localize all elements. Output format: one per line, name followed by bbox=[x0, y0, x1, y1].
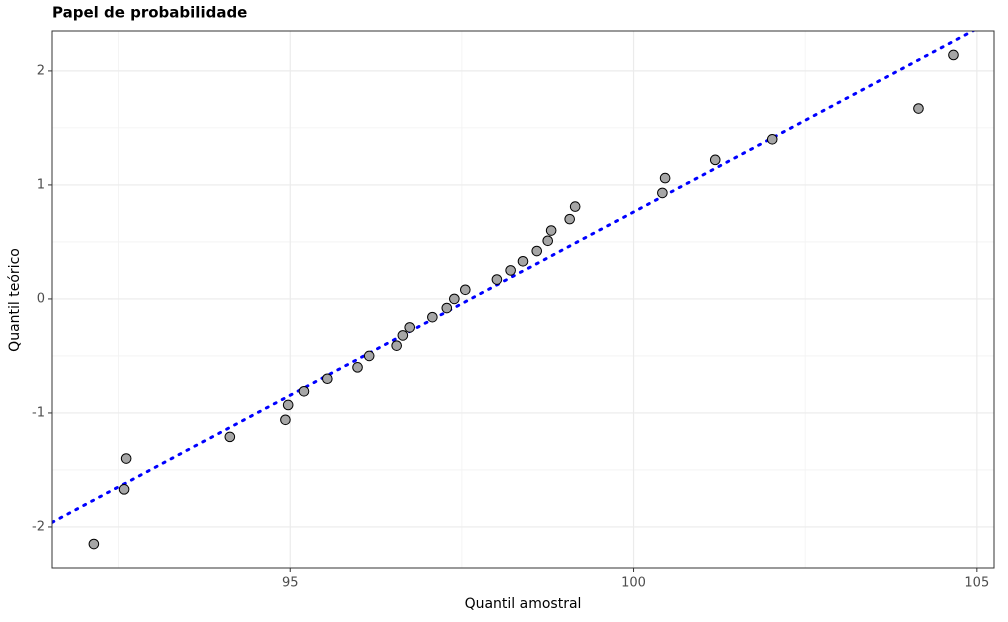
y-axis-title: Quantil teórico bbox=[7, 248, 23, 352]
point bbox=[766, 134, 778, 145]
y-tick-label: -1 bbox=[32, 405, 45, 420]
plot-area bbox=[52, 31, 976, 550]
point bbox=[120, 453, 132, 464]
axes: 95 100 105 -2 -1 0 1 2 bbox=[32, 63, 989, 590]
point bbox=[449, 293, 460, 305]
point bbox=[280, 414, 291, 426]
point bbox=[531, 245, 543, 257]
point bbox=[659, 172, 671, 184]
point bbox=[569, 201, 581, 212]
point bbox=[517, 256, 529, 267]
point bbox=[709, 154, 721, 166]
point bbox=[545, 225, 557, 236]
y-tick-label: 0 bbox=[37, 291, 45, 306]
point bbox=[352, 362, 363, 373]
reference-line bbox=[52, 31, 976, 524]
point bbox=[427, 311, 438, 323]
x-axis-title: Quantil amostral bbox=[465, 596, 582, 612]
x-tick-label: 100 bbox=[621, 576, 646, 591]
y-tick-label: 2 bbox=[37, 63, 45, 78]
panel-border bbox=[51, 30, 995, 569]
point bbox=[404, 322, 416, 333]
y-tick-label: 1 bbox=[37, 177, 45, 192]
point bbox=[282, 399, 294, 411]
point bbox=[913, 103, 924, 114]
point bbox=[564, 213, 575, 225]
point bbox=[298, 385, 310, 397]
point bbox=[505, 265, 516, 276]
point bbox=[322, 373, 333, 385]
point bbox=[657, 187, 668, 199]
point bbox=[88, 538, 100, 550]
chart-title: Papel de probabilidade bbox=[52, 4, 247, 22]
point bbox=[397, 330, 409, 341]
point bbox=[948, 49, 959, 61]
point bbox=[391, 340, 402, 351]
point bbox=[542, 235, 554, 247]
point bbox=[363, 350, 375, 362]
point bbox=[224, 431, 236, 443]
point bbox=[118, 484, 130, 495]
point bbox=[441, 302, 453, 314]
x-tick-label: 105 bbox=[964, 576, 989, 591]
y-tick-label: -2 bbox=[32, 519, 45, 534]
point bbox=[491, 274, 503, 285]
x-tick-label: 95 bbox=[282, 576, 299, 591]
point bbox=[460, 284, 471, 296]
